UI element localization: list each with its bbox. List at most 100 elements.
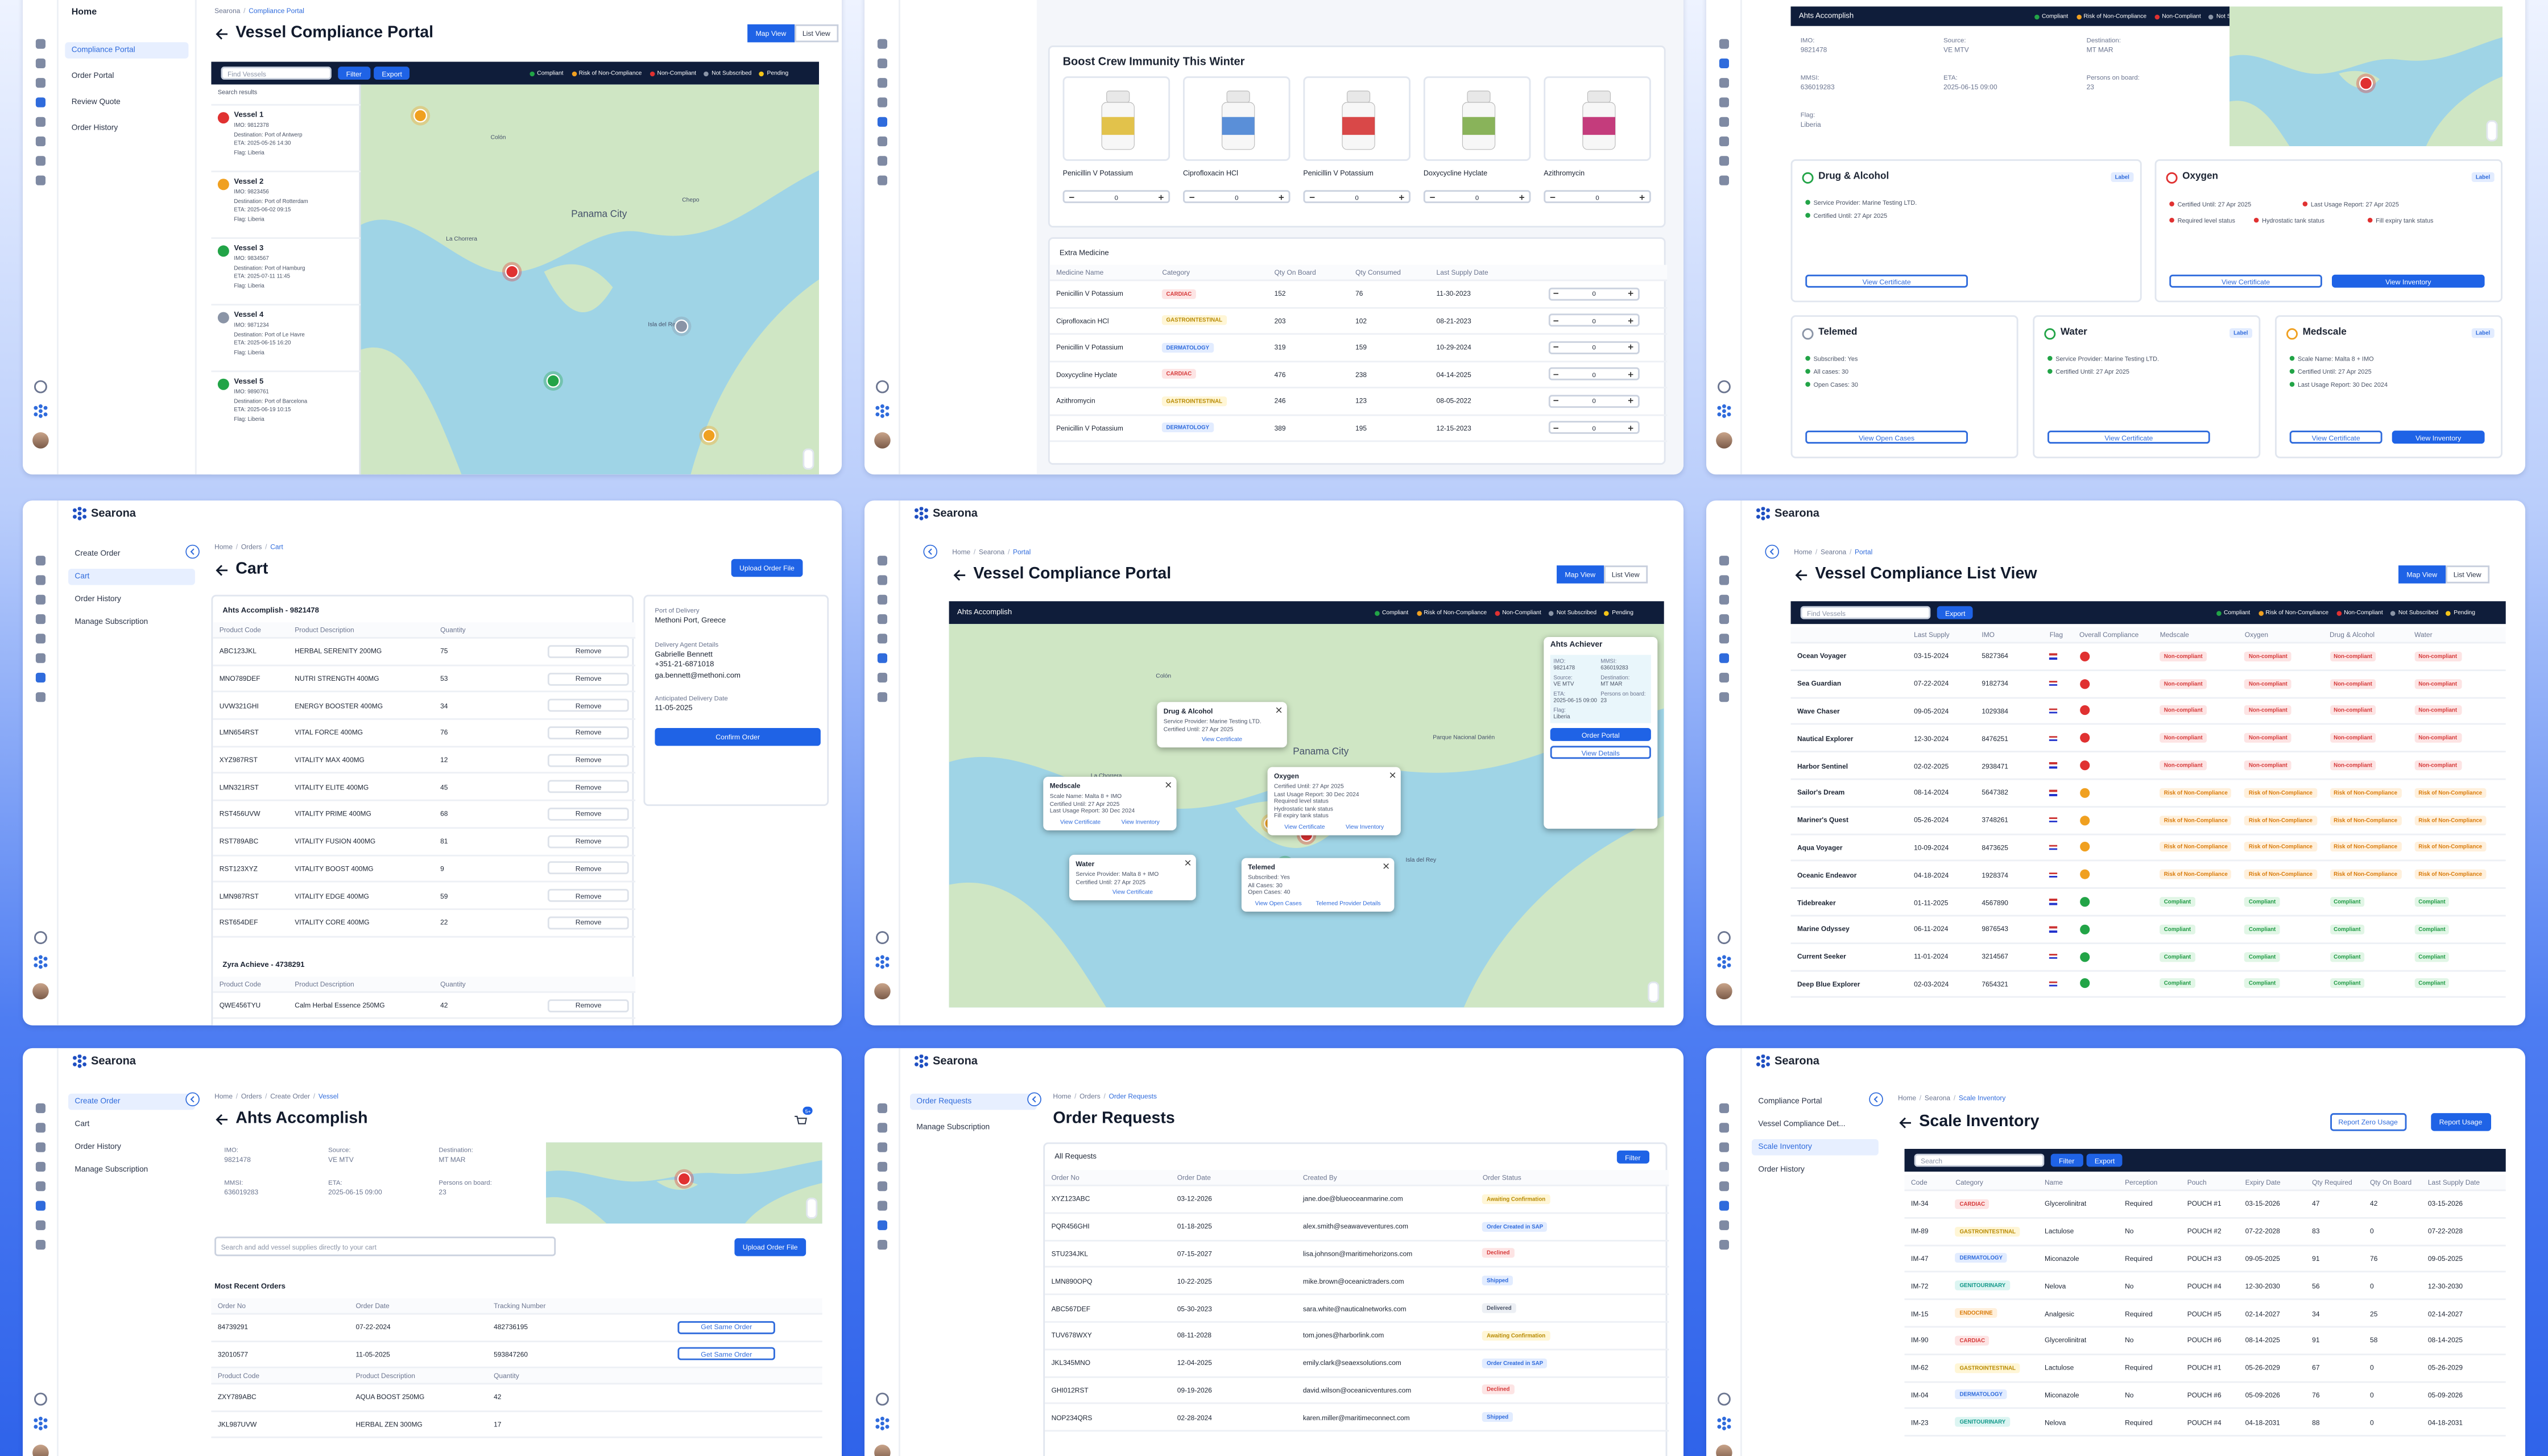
collapse-button[interactable]: [1027, 1092, 1042, 1107]
plus-button[interactable]: [1639, 193, 1647, 201]
nav-item[interactable]: Order History: [75, 595, 121, 604]
nav-icon[interactable]: [1719, 634, 1729, 644]
vessel-result[interactable]: Vessel 4 IMO: 9871234 Destination: Port of…: [211, 304, 361, 369]
minus-button[interactable]: [1553, 289, 1561, 297]
remove-button[interactable]: Remove: [548, 807, 629, 821]
vessel-result[interactable]: Vessel 5 IMO: 9890761 Destination: Port of…: [211, 370, 361, 435]
breadcrumb-item[interactable]: Scale Inventory: [1954, 1094, 2006, 1102]
nav-item[interactable]: Vessel Compliance Det...: [1758, 1120, 1846, 1129]
nav-icon[interactable]: [1719, 1181, 1729, 1192]
button[interactable]: Filter: [2050, 1153, 2083, 1167]
nav-icon[interactable]: [1719, 1201, 1729, 1211]
nav-icon[interactable]: [35, 692, 46, 702]
vessel-marker[interactable]: [699, 425, 719, 445]
nav-icon[interactable]: [1719, 117, 1729, 127]
popup-link[interactable]: View Inventory: [1121, 818, 1160, 825]
nav-icon[interactable]: [35, 556, 46, 566]
breadcrumb-item[interactable]: Home: [1898, 1093, 1917, 1102]
minus-button[interactable]: [1553, 316, 1561, 324]
nav-icon[interactable]: [877, 672, 887, 682]
nav-icon[interactable]: [35, 175, 46, 185]
nav-icon[interactable]: [877, 634, 887, 644]
nav-item[interactable]: Manage Subscription: [916, 1123, 990, 1132]
nav-icon[interactable]: [35, 117, 46, 127]
nav-icon[interactable]: [877, 39, 887, 49]
vessel-marker[interactable]: [543, 371, 563, 391]
plus-button[interactable]: [1627, 344, 1635, 351]
vessel-marker[interactable]: [502, 262, 522, 282]
nav-icon[interactable]: [35, 653, 46, 663]
nav-icon[interactable]: [1719, 594, 1729, 605]
popup-link[interactable]: Telemed Provider Details: [1316, 900, 1381, 907]
popup-link[interactable]: View Certificate: [1112, 889, 1153, 896]
remove-button[interactable]: Remove: [548, 672, 629, 685]
plus-button[interactable]: [1399, 193, 1407, 201]
help-icon[interactable]: [34, 931, 47, 944]
popup-link[interactable]: View Certificate: [1201, 736, 1243, 743]
nav-icon[interactable]: [1719, 556, 1729, 566]
zoom-control[interactable]: [1648, 981, 1660, 1003]
nav-item[interactable]: Order History: [71, 124, 118, 133]
nav-icon[interactable]: [1719, 1161, 1729, 1172]
button[interactable]: Export: [374, 67, 411, 80]
nav-icon[interactable]: [1719, 175, 1729, 185]
nav-icon[interactable]: [877, 78, 887, 88]
breadcrumb-item[interactable]: Order Requests: [1103, 1092, 1157, 1100]
nav-icon[interactable]: [35, 614, 46, 624]
minus-button[interactable]: [1553, 344, 1561, 351]
nav-icon[interactable]: [1719, 39, 1729, 49]
search-input[interactable]: Search and add vessel supplies directly …: [214, 1236, 556, 1256]
nav-icon[interactable]: [35, 39, 46, 49]
nav-icon[interactable]: [877, 117, 887, 127]
nav-icon[interactable]: [877, 614, 887, 624]
close-button[interactable]: [1389, 772, 1396, 778]
nav-item[interactable]: Cart: [75, 1120, 90, 1129]
nav-icon[interactable]: [877, 692, 887, 702]
nav-icon[interactable]: [1719, 614, 1729, 624]
plus-button[interactable]: [1627, 289, 1635, 297]
search-input[interactable]: Find Vessels: [1800, 606, 1931, 619]
help-icon[interactable]: [1718, 931, 1731, 944]
button[interactable]: View Inventory: [2392, 431, 2485, 444]
nav-icon[interactable]: [35, 594, 46, 605]
button[interactable]: Export: [2086, 1153, 2123, 1167]
nav-item[interactable]: Cart: [68, 569, 195, 585]
view-option[interactable]: Map View: [2398, 565, 2446, 584]
breadcrumb-item[interactable]: Cart: [265, 543, 283, 551]
remove-button[interactable]: Remove: [548, 998, 629, 1012]
nav-icon[interactable]: [1719, 97, 1729, 107]
plus-button[interactable]: [1278, 193, 1286, 201]
breadcrumb-item[interactable]: Orders: [1074, 1092, 1101, 1100]
nav-icon[interactable]: [1719, 653, 1729, 663]
button[interactable]: View Open Cases: [1805, 431, 1968, 444]
view-option[interactable]: Map View: [747, 24, 795, 43]
vessel-result[interactable]: Vessel 3 IMO: 9834567 Destination: Port of…: [211, 237, 361, 302]
view-option[interactable]: List View: [794, 24, 839, 43]
remove-button[interactable]: Remove: [548, 726, 629, 739]
nav-icon[interactable]: [877, 58, 887, 68]
nav-item[interactable]: Create Order: [75, 550, 121, 559]
nav-icon[interactable]: [35, 575, 46, 585]
view-option[interactable]: Map View: [1557, 565, 1604, 584]
breadcrumb-item[interactable]: Orders: [236, 1092, 262, 1100]
plus-button[interactable]: [1158, 193, 1166, 201]
nav-icon[interactable]: [35, 634, 46, 644]
close-button[interactable]: [1185, 859, 1191, 866]
close-button[interactable]: [1165, 781, 1172, 788]
popup-link[interactable]: View Open Cases: [1255, 900, 1302, 907]
vessel-result[interactable]: Vessel 2 IMO: 9823456 Destination: Port of…: [211, 171, 361, 235]
button[interactable]: View Certificate: [1805, 274, 1968, 288]
view-option[interactable]: List View: [1603, 565, 1648, 584]
breadcrumb-item[interactable]: Portal: [1850, 548, 1872, 556]
nav-icon[interactable]: [877, 1142, 887, 1152]
nav-icon[interactable]: [877, 556, 887, 566]
minus-button[interactable]: [1187, 193, 1195, 201]
search-input[interactable]: Search: [1914, 1153, 2045, 1167]
breadcrumb-item[interactable]: Portal: [1008, 548, 1031, 556]
nav-icon[interactable]: [35, 1123, 46, 1133]
vessel-marker[interactable]: [2356, 73, 2376, 93]
vessel-marker[interactable]: [674, 1169, 694, 1189]
plus-button[interactable]: [1627, 316, 1635, 324]
nav-icon[interactable]: [35, 672, 46, 682]
remove-button[interactable]: Remove: [548, 753, 629, 767]
